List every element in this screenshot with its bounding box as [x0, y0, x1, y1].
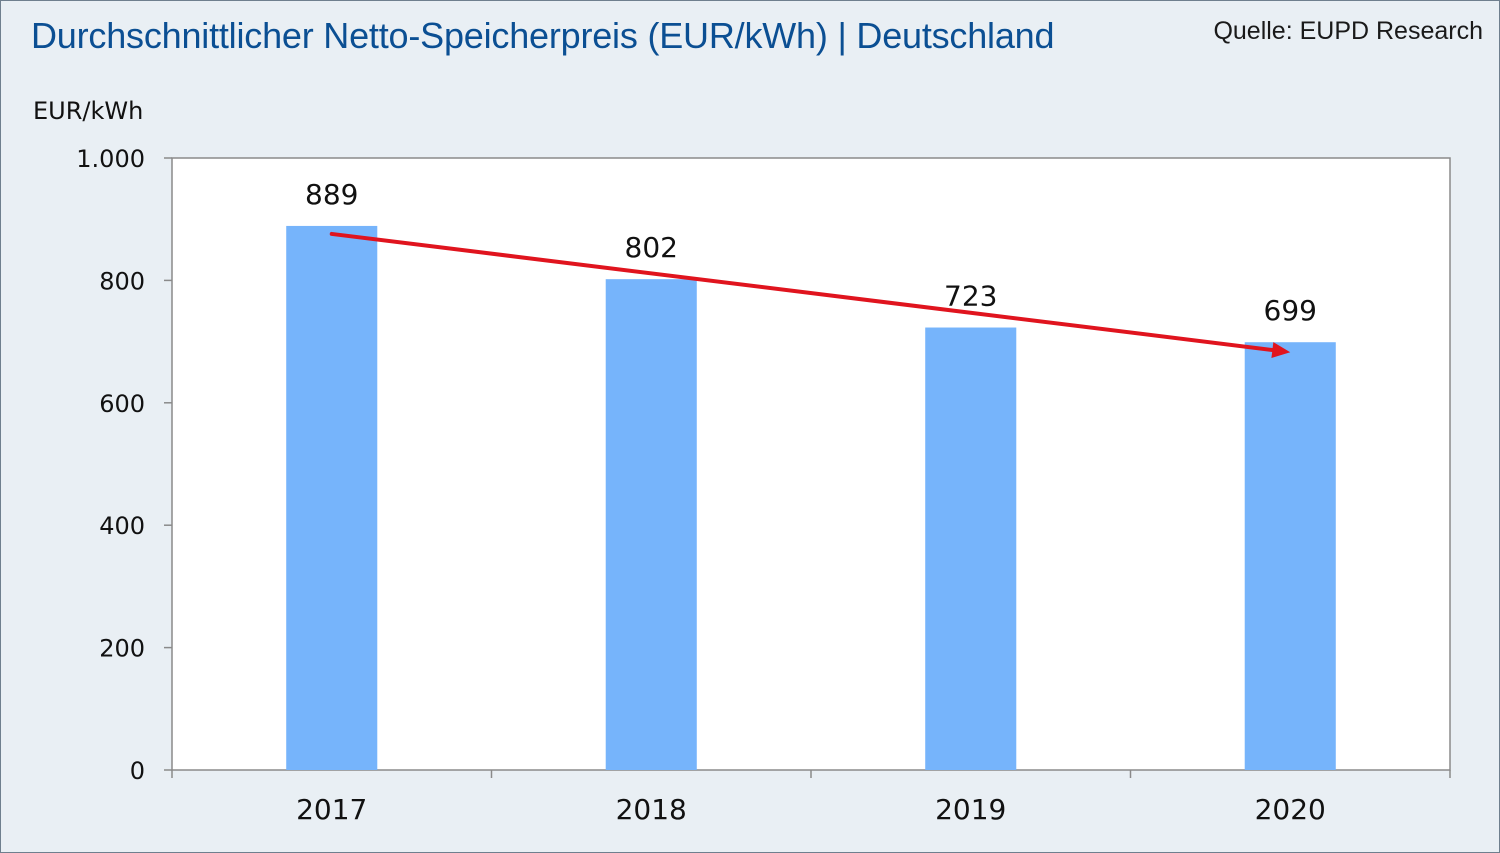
x-tick-label: 2017: [296, 793, 367, 826]
bar: [286, 225, 378, 770]
y-tick-label: 0: [130, 757, 145, 785]
y-tick-label: 800: [99, 267, 145, 295]
chart-title: Durchschnittlicher Netto-Speicherpreis (…: [31, 15, 1055, 56]
trend-arrow-line: [329, 231, 1275, 353]
bar: [605, 279, 697, 770]
y-tick-label: 1.000: [76, 145, 145, 173]
y-axis-label: EUR/kWh: [33, 97, 143, 125]
y-axis: 0 200 400 600 800 1.000: [76, 145, 172, 785]
data-label: 699: [1264, 294, 1317, 327]
plot-area: [171, 157, 1451, 771]
x-tick-label: 2018: [616, 793, 687, 826]
bar: [1244, 342, 1336, 770]
data-label: 802: [625, 231, 678, 264]
y-tick-label: 400: [99, 512, 145, 540]
x-axis: 2017 2018 2019 2020: [171, 770, 1451, 826]
y-tick-label: 200: [99, 635, 145, 663]
bar: [925, 327, 1017, 770]
x-tick-label: 2020: [1255, 793, 1326, 826]
data-labels-group: 889 802 723 699: [305, 178, 1317, 327]
trend-arrow-group: [329, 231, 1291, 358]
x-tick-label: 2019: [935, 793, 1006, 826]
bars-group: [286, 225, 1336, 770]
data-label: 723: [944, 280, 997, 313]
trend-arrow-head: [1271, 342, 1291, 358]
data-label: 889: [305, 178, 358, 211]
y-tick-label: 600: [99, 390, 145, 418]
source-label: Quelle: EUPD Research: [1213, 17, 1483, 45]
